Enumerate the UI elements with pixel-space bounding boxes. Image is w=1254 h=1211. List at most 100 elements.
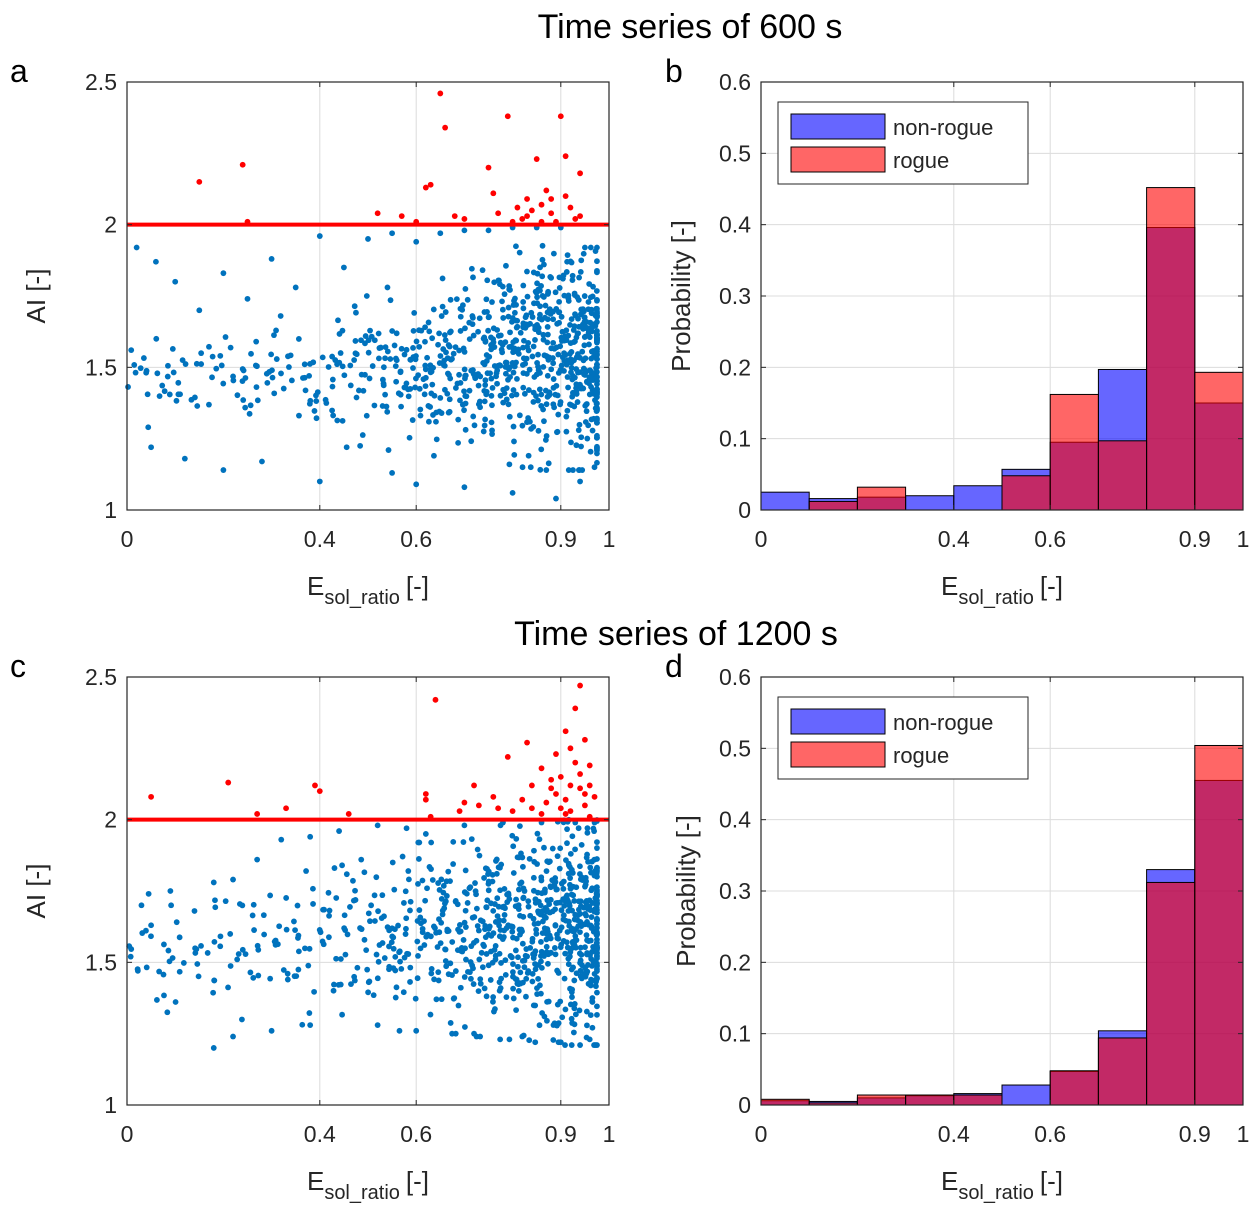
data-point-rogue [562,193,569,200]
data-point-nonrogue [436,330,442,337]
data-point-nonrogue [269,367,275,374]
y-tick-label: 0.2 [719,949,751,975]
data-point-nonrogue [502,957,509,964]
data-point-nonrogue [445,342,452,348]
data-point-nonrogue [587,937,594,944]
data-point-nonrogue [420,376,427,383]
data-point-nonrogue [382,344,389,351]
data-point-nonrogue [481,309,488,315]
data-point-nonrogue [587,864,594,871]
data-point-nonrogue [525,387,532,393]
data-point-nonrogue [470,981,477,987]
data-point-nonrogue [488,900,494,907]
data-point-nonrogue [503,262,509,269]
data-point-nonrogue [556,285,563,291]
data-point-nonrogue [510,423,517,430]
data-point-nonrogue [339,363,346,370]
data-point-nonrogue [323,400,330,406]
data-point-nonrogue [485,227,492,234]
data-point-nonrogue [253,338,260,345]
data-point-nonrogue [344,931,351,938]
data-point-nonrogue [360,387,367,394]
data-point-nonrogue [301,374,308,381]
data-point-nonrogue [348,981,354,987]
data-point-rogue [422,796,429,803]
data-point-nonrogue [211,977,218,984]
data-point-nonrogue [508,923,514,930]
data-point-nonrogue [132,369,139,376]
data-point-nonrogue [570,1029,577,1036]
panel-letter: a [10,53,28,89]
data-point-rogue [577,170,583,177]
data-point-nonrogue [366,375,373,382]
data-point-nonrogue [594,953,600,960]
data-point-nonrogue [353,394,360,401]
data-point-nonrogue [352,897,359,903]
data-point-nonrogue [462,945,468,952]
data-point-nonrogue [413,1027,420,1034]
data-point-nonrogue [553,495,559,502]
data-point-nonrogue [335,981,342,988]
data-point-rogue [567,808,574,815]
data-point-nonrogue [457,397,463,404]
data-point-nonrogue [437,353,444,359]
data-point-nonrogue [553,900,559,906]
data-point-nonrogue [437,230,444,237]
data-point-nonrogue [319,938,326,945]
data-point-nonrogue [268,256,275,262]
data-point-nonrogue [582,355,589,362]
data-point-rogue [577,771,583,777]
data-point-nonrogue [510,843,517,850]
data-point-nonrogue [431,976,438,983]
scatter-points [126,682,600,1051]
data-point-nonrogue [439,303,446,310]
data-point-nonrogue [461,407,467,414]
data-point-nonrogue [389,859,396,866]
data-point-nonrogue [568,966,575,973]
data-point-nonrogue [536,836,543,843]
data-point-nonrogue [496,950,503,957]
data-point-nonrogue [339,417,346,424]
data-point-nonrogue [352,350,359,357]
data-point-nonrogue [554,1022,560,1029]
data-point-nonrogue [488,334,494,341]
data-point-nonrogue [511,297,517,304]
data-point-nonrogue [462,375,468,382]
data-point-nonrogue [494,895,501,902]
data-point-nonrogue [234,956,241,963]
data-point-nonrogue [511,309,518,316]
data-point-nonrogue [583,401,590,407]
data-point-nonrogue [594,351,600,357]
data-point-nonrogue [425,403,432,409]
data-point-rogue [591,793,598,800]
data-point-nonrogue [538,990,544,997]
data-point-nonrogue [584,829,591,836]
data-point-nonrogue [457,313,464,320]
data-point-nonrogue [427,1011,434,1018]
data-point-nonrogue [486,923,493,930]
data-point-nonrogue [470,332,477,339]
data-point-nonrogue [407,964,414,971]
data-point-nonrogue [421,918,427,924]
data-point-nonrogue [525,898,532,905]
data-point-nonrogue [572,1011,579,1018]
data-point-nonrogue [534,985,540,992]
data-point-nonrogue [474,923,481,929]
data-point-nonrogue [375,958,382,965]
data-point-nonrogue [578,443,584,450]
data-point-nonrogue [577,944,584,951]
data-point-nonrogue [483,296,490,303]
data-point-nonrogue [268,351,275,358]
data-point-nonrogue [506,1036,513,1043]
data-point-nonrogue [520,370,527,377]
data-point-nonrogue [194,403,201,409]
data-point-nonrogue [278,836,285,843]
data-point-nonrogue [267,975,274,982]
data-point-nonrogue [447,296,454,303]
data-point-nonrogue [519,928,525,935]
histogram-bar-rogue [1097,440,1148,511]
data-point-nonrogue [429,381,436,388]
data-point-nonrogue [535,427,542,434]
y-tick-label: 1.5 [85,354,117,380]
legend-swatch [790,113,886,140]
